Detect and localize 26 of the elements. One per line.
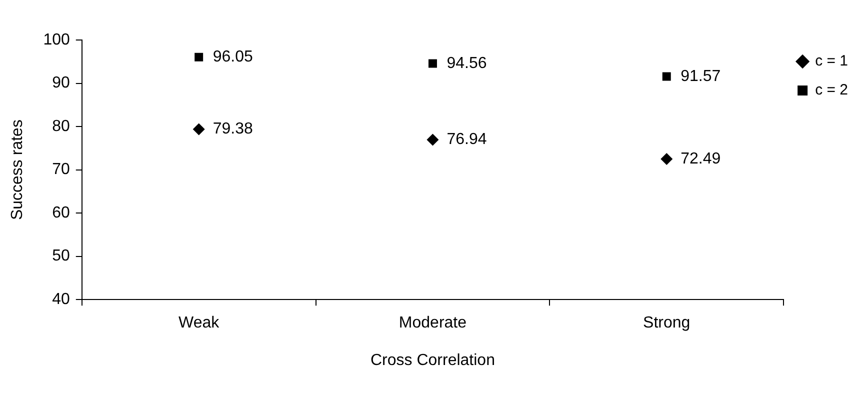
x-tick-label: Weak — [178, 314, 220, 332]
y-tick-label: 80 — [52, 118, 70, 135]
point — [428, 59, 437, 68]
y-tick-label: 60 — [52, 204, 70, 222]
x-axis-title: Cross Correlation — [370, 352, 495, 369]
y-tick-label: 90 — [52, 74, 70, 92]
point — [426, 134, 439, 146]
data-label: 72.49 — [680, 150, 721, 168]
y-axis-title: Success rates — [9, 120, 26, 220]
y-tick-label: 100 — [43, 31, 70, 48]
data-label: 76.94 — [446, 131, 487, 148]
y-tick-label: 70 — [52, 161, 70, 178]
data-label: 96.05 — [212, 48, 253, 66]
data-label: 91.57 — [680, 68, 721, 85]
y-tick-label: 50 — [52, 248, 70, 265]
x-tick-label: Strong — [643, 314, 690, 332]
data-label: 94.56 — [446, 54, 487, 72]
legend-label: c = 1 — [815, 52, 848, 70]
point — [194, 52, 204, 62]
legend-label: c = 2 — [815, 82, 848, 99]
point — [660, 153, 673, 166]
y-tick-label: 40 — [52, 291, 70, 308]
data-label: 79.38 — [212, 120, 253, 138]
point — [662, 72, 671, 81]
x-tick-label: Moderate — [398, 314, 467, 332]
point — [192, 123, 205, 136]
